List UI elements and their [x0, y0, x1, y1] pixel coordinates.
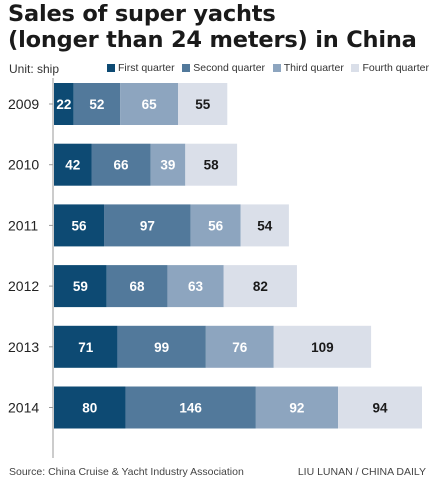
category-label-2009: 2009	[8, 96, 39, 112]
legend-item-1: First quarter	[107, 62, 175, 74]
bar-2011-q4	[240, 204, 289, 247]
legend: First quarter Second quarter Third quarter…	[107, 62, 429, 74]
category-label-2010: 2010	[8, 157, 39, 173]
value-label-2009-q1: 22	[56, 97, 71, 112]
legend-label-2: Second quarter	[193, 62, 266, 74]
bar-2010-q1	[54, 143, 92, 186]
bar-2014-q3	[255, 386, 339, 429]
value-label-2010-q3: 39	[160, 158, 175, 173]
legend-swatch-3	[272, 64, 281, 72]
legend-item-4: Fourth quarter	[351, 62, 429, 74]
credit-note: LIU LUNAN / CHINA DAILY	[297, 466, 426, 478]
unit-label: Unit: ship	[9, 62, 60, 76]
value-label-2012-q3: 63	[188, 279, 204, 294]
legend-label-1: First quarter	[118, 62, 175, 74]
chart-title: Sales of super yachts (longer than 24 me…	[8, 1, 428, 53]
value-label-2011-q1: 56	[71, 218, 87, 233]
legend-swatch-4	[351, 64, 360, 72]
bar-2011-q2	[104, 204, 191, 247]
bar-2011-q1	[54, 204, 105, 247]
value-label-2010-q2: 66	[113, 158, 129, 173]
bar-2009-q2	[73, 83, 121, 125]
bar-2014-q2	[125, 386, 256, 429]
value-label-2014-q2: 146	[179, 401, 202, 416]
category-label-2011: 2011	[8, 217, 38, 233]
bar-2009-q3	[120, 83, 179, 125]
value-label-2012-q2: 68	[130, 279, 146, 294]
bar-2013-q2	[117, 325, 206, 368]
value-label-2012-q4: 82	[253, 279, 268, 294]
category-label-2014: 2014	[8, 400, 39, 416]
value-label-2009-q2: 52	[89, 97, 104, 112]
value-label-2009-q4: 55	[195, 97, 211, 112]
value-label-2010-q4: 58	[204, 158, 220, 173]
bar-2012-q3	[167, 265, 224, 308]
bar-2013-q4	[273, 325, 372, 368]
bar-2013-q3	[205, 325, 274, 368]
bar-2014-q1	[54, 386, 126, 429]
category-label-2012: 2012	[8, 278, 39, 294]
value-label-2011-q3: 56	[208, 218, 224, 233]
value-label-2014-q3: 92	[289, 401, 304, 416]
bar-2010-q2	[91, 143, 151, 186]
bar-2009-q4	[178, 83, 228, 125]
value-label-2013-q3: 76	[232, 340, 248, 355]
bar-2010-q3	[150, 143, 186, 186]
bar-2012-q1	[54, 265, 107, 308]
category-label-2013: 2013	[8, 339, 39, 355]
bar-2013-q1	[54, 325, 118, 368]
source-note: Source: China Cruise & Yacht Industry As…	[9, 466, 244, 478]
bar-2009-q1	[54, 83, 74, 125]
legend-swatch-1	[107, 64, 115, 72]
value-label-2009-q3: 65	[142, 97, 158, 112]
value-label-2013-q4: 109	[311, 340, 334, 355]
chart-title-line-2: (longer than 24 meters) in China	[8, 27, 417, 53]
bar-2014-q4	[338, 386, 422, 429]
value-label-2010-q1: 42	[65, 158, 80, 173]
bar-2012-q4	[223, 265, 297, 308]
legend-item-3: Third quarter	[272, 62, 344, 74]
value-label-2011-q4: 54	[257, 218, 273, 233]
value-label-2014-q1: 80	[82, 401, 97, 416]
value-label-2014-q4: 94	[373, 401, 389, 416]
value-label-2013-q2: 99	[154, 340, 169, 355]
value-label-2012-q1: 59	[73, 279, 88, 294]
legend-item-2: Second quarter	[182, 62, 265, 74]
chart-title-line-1: Sales of super yachts	[8, 1, 276, 27]
legend-label-4: Fourth quarter	[362, 62, 429, 74]
legend-label-3: Third quarter	[283, 62, 344, 74]
bar-2012-q2	[106, 265, 168, 308]
value-label-2013-q1: 71	[78, 340, 94, 355]
legend-swatch-2	[182, 64, 191, 72]
value-label-2011-q2: 97	[140, 218, 155, 233]
bar-2011-q3	[190, 204, 241, 247]
bar-2010-q4	[185, 143, 238, 186]
